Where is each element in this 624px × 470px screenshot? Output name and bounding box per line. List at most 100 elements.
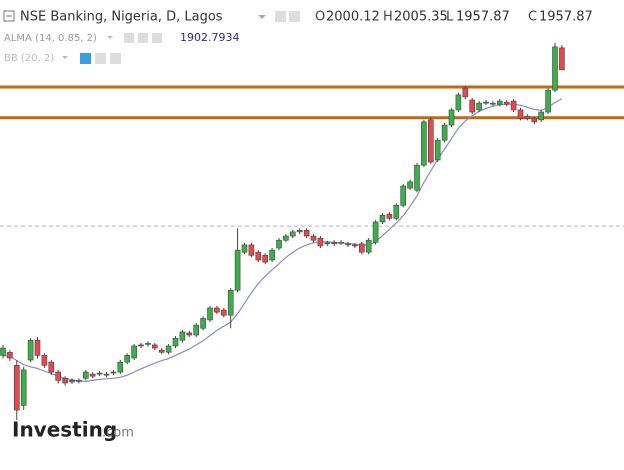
candle-body	[152, 344, 158, 349]
candle-body	[510, 100, 517, 111]
candle-body	[138, 344, 144, 347]
candle-body	[496, 100, 503, 105]
candle-body	[27, 339, 34, 361]
candle-body	[393, 204, 400, 219]
candle-body	[248, 244, 255, 256]
candle-body	[186, 332, 193, 336]
candle-body	[172, 337, 179, 347]
candle-body	[7, 351, 13, 359]
candle-body	[303, 230, 310, 237]
candle-body	[69, 380, 75, 383]
candle-body	[517, 109, 524, 119]
candle-body	[207, 307, 213, 321]
candle-body	[262, 255, 269, 263]
chart-title: NSE Banking, Nigeria, D, Lagos	[20, 10, 223, 25]
settings-icon[interactable]	[275, 11, 286, 22]
candle-body	[414, 164, 420, 191]
candle-body	[165, 345, 172, 353]
candle-body	[365, 239, 372, 253]
settings-icon[interactable]	[289, 11, 300, 22]
candle-body	[455, 94, 462, 111]
candle-body	[324, 242, 331, 245]
candle-body	[358, 243, 365, 253]
candle-body	[400, 185, 407, 206]
collapse-icon[interactable]	[3, 10, 15, 22]
open-label: O	[315, 10, 325, 25]
candle-body	[483, 101, 489, 104]
candle-body	[552, 46, 558, 91]
dropdown-icon[interactable]	[62, 56, 68, 59]
candle-body	[545, 89, 551, 113]
candle-body	[96, 372, 103, 375]
settings-icon[interactable]	[138, 33, 148, 43]
candle-body	[386, 213, 393, 219]
remove-icon[interactable]	[152, 33, 162, 43]
candle-body	[110, 371, 117, 374]
candle-body	[434, 139, 441, 161]
visibility-icon[interactable]	[124, 33, 134, 43]
candle-body	[531, 117, 538, 123]
candle-body	[103, 373, 110, 376]
candle-body	[234, 249, 241, 291]
plot-area	[0, 42, 624, 420]
candle-body	[338, 241, 344, 244]
candle-body	[372, 221, 379, 243]
candle-body	[331, 241, 338, 245]
candle-body	[490, 102, 496, 105]
dropdown-icon[interactable]	[258, 15, 266, 19]
candle-body	[559, 47, 565, 71]
candle-body	[76, 380, 82, 382]
candle-body	[407, 181, 413, 189]
header: NSE Banking, Nigeria, D, Lagos O 2000.12…	[3, 10, 593, 64]
candle-body	[255, 251, 262, 261]
candle-body	[145, 343, 151, 345]
candle-body	[89, 373, 96, 377]
candle-body	[421, 121, 427, 166]
visibility-icon[interactable]	[80, 53, 91, 64]
candle-body	[83, 371, 89, 379]
candle-body	[310, 235, 317, 241]
close-label: C	[528, 10, 537, 25]
candle-body	[227, 289, 234, 316]
low-value: 1957.87	[456, 10, 510, 25]
candle-body	[538, 111, 545, 121]
logo-brand: Investing	[12, 418, 117, 442]
high-label: H	[383, 10, 393, 25]
candle-body	[200, 318, 206, 329]
low-label: L	[446, 10, 454, 25]
candle-body	[441, 124, 448, 141]
settings-icon[interactable]	[95, 53, 106, 64]
candle-body	[179, 331, 186, 341]
candle-body	[427, 119, 434, 163]
close-value: 1957.87	[539, 10, 593, 25]
candle-body	[14, 364, 20, 411]
candle-body	[117, 361, 124, 373]
candle-body	[34, 339, 41, 356]
indicator-value: 1902.7934	[180, 31, 240, 44]
candle-body	[476, 102, 482, 111]
candle-body	[345, 243, 351, 246]
candle-body	[158, 349, 165, 353]
indicator-label: ALMA (14, 0.85, 2)	[4, 33, 97, 44]
candle-body	[276, 239, 282, 249]
candle-body	[317, 237, 324, 247]
remove-icon[interactable]	[110, 53, 121, 64]
logo-suffix: .com	[102, 426, 134, 441]
candle-body	[124, 355, 130, 363]
candle-body	[48, 361, 55, 373]
candle-body	[41, 355, 48, 366]
dropdown-icon[interactable]	[107, 36, 113, 39]
candle-body	[221, 309, 227, 316]
candle-body	[131, 345, 137, 359]
candle-body	[20, 369, 27, 406]
candle-body	[55, 371, 62, 381]
candle-body	[503, 101, 510, 105]
candle-body	[241, 244, 248, 253]
candle-body	[524, 115, 531, 119]
candle-body	[214, 307, 220, 313]
candle-body	[296, 230, 303, 233]
candle-body	[193, 324, 199, 336]
candle-body	[469, 99, 476, 113]
high-value: 2005.35	[394, 10, 448, 25]
